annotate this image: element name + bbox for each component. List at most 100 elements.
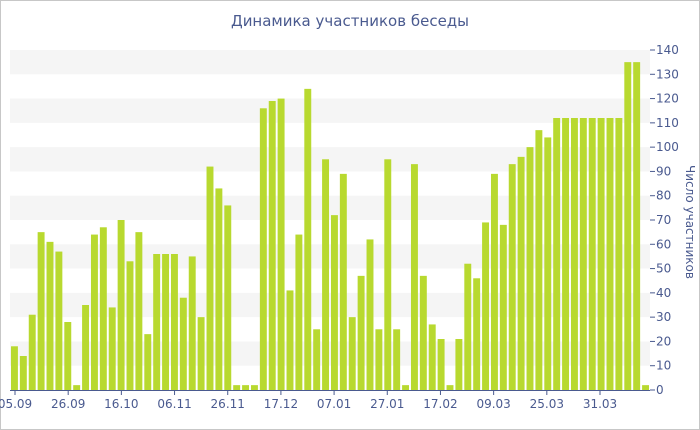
y-tick-label: 90 xyxy=(656,164,671,178)
grid-band xyxy=(10,341,650,366)
y-tick-label: 130 xyxy=(656,67,679,81)
bar xyxy=(170,254,178,390)
bar xyxy=(126,261,134,390)
x-tick-label: 31.03 xyxy=(583,397,617,411)
grid-band xyxy=(10,98,650,123)
x-tick-label: 07.01 xyxy=(317,397,351,411)
bar xyxy=(179,297,187,390)
bar xyxy=(188,256,196,390)
bar xyxy=(277,98,285,390)
x-tick-label: 09.03 xyxy=(476,397,510,411)
bar xyxy=(135,232,143,390)
bar xyxy=(588,118,596,390)
bar xyxy=(384,159,392,390)
bar xyxy=(153,254,161,390)
x-axis-ticks: 05.09 26.09 16.10 06.11 26.11 17.12 07.01 27.01… xyxy=(0,390,650,411)
bar xyxy=(117,220,125,390)
bar-series xyxy=(10,62,650,391)
bar xyxy=(295,234,303,390)
bar xyxy=(242,385,250,390)
bar xyxy=(37,232,45,390)
bar xyxy=(46,241,54,390)
bar xyxy=(642,385,650,390)
x-tick-label: 17.02 xyxy=(423,397,457,411)
bar xyxy=(499,224,507,390)
bar xyxy=(73,385,81,390)
y-tick-label: 50 xyxy=(656,262,671,276)
bar xyxy=(624,62,632,390)
bar xyxy=(304,88,312,391)
bar xyxy=(322,159,330,390)
bar xyxy=(366,239,374,390)
bar xyxy=(428,324,436,390)
bar xyxy=(224,205,232,390)
bar xyxy=(10,346,18,390)
bar xyxy=(19,356,27,390)
grid-band xyxy=(10,147,650,172)
bar xyxy=(108,307,116,390)
bar xyxy=(197,317,205,390)
x-tick-label: 17.12 xyxy=(264,397,298,411)
bar xyxy=(464,263,472,390)
y-axis-title: Число участников xyxy=(683,165,697,279)
bar xyxy=(402,385,410,390)
bar xyxy=(313,329,321,390)
bar xyxy=(233,385,241,390)
y-tick-label: 20 xyxy=(656,334,671,348)
bar xyxy=(286,290,294,390)
bar xyxy=(410,164,418,390)
bar xyxy=(446,385,454,390)
bar xyxy=(526,147,534,390)
bar xyxy=(633,62,641,390)
bar xyxy=(357,275,365,390)
bar xyxy=(553,118,561,390)
bar xyxy=(437,339,445,390)
y-tick-label: 110 xyxy=(656,116,679,130)
grid-band xyxy=(10,50,650,75)
bar xyxy=(473,278,481,390)
bar xyxy=(482,222,490,390)
bar xyxy=(455,339,463,390)
bar xyxy=(490,173,498,390)
x-tick-label: 25.03 xyxy=(530,397,564,411)
bar xyxy=(144,334,152,390)
bar xyxy=(570,118,578,390)
grid-bands xyxy=(10,50,650,366)
bar xyxy=(330,215,338,390)
y-tick-label: 30 xyxy=(656,310,671,324)
bar xyxy=(375,329,383,390)
y-tick-label: 0 xyxy=(656,383,664,397)
bar xyxy=(348,317,356,390)
bar xyxy=(55,251,63,390)
y-tick-label: 80 xyxy=(656,189,671,203)
bar xyxy=(419,275,427,390)
x-tick-label: 27.01 xyxy=(370,397,404,411)
bar xyxy=(250,385,258,390)
y-tick-label: 140 xyxy=(656,43,679,57)
y-tick-label: 60 xyxy=(656,237,671,251)
bar xyxy=(597,118,605,390)
y-tick-label: 120 xyxy=(656,92,679,106)
grid-band xyxy=(10,244,650,269)
bar xyxy=(562,118,570,390)
grid-band xyxy=(10,195,650,220)
chart-title: Динамика участников беседы xyxy=(230,12,470,30)
bar xyxy=(215,188,223,390)
bar xyxy=(64,322,72,390)
bar xyxy=(517,156,525,390)
bar xyxy=(508,164,516,390)
bar xyxy=(393,329,401,390)
x-tick-label: 16.10 xyxy=(104,397,138,411)
x-tick-label: 26.11 xyxy=(211,397,245,411)
bar xyxy=(339,173,347,390)
bar xyxy=(99,227,107,390)
bar xyxy=(615,118,623,390)
bar xyxy=(206,166,214,390)
bar xyxy=(606,118,614,390)
bar xyxy=(82,305,90,390)
bar xyxy=(259,108,267,390)
y-tick-label: 40 xyxy=(656,286,671,300)
y-axis-ticks: 0 10 20 30 40 50 60 70 80 90 100 110 120 130 140 xyxy=(650,43,679,397)
bar xyxy=(544,137,552,390)
